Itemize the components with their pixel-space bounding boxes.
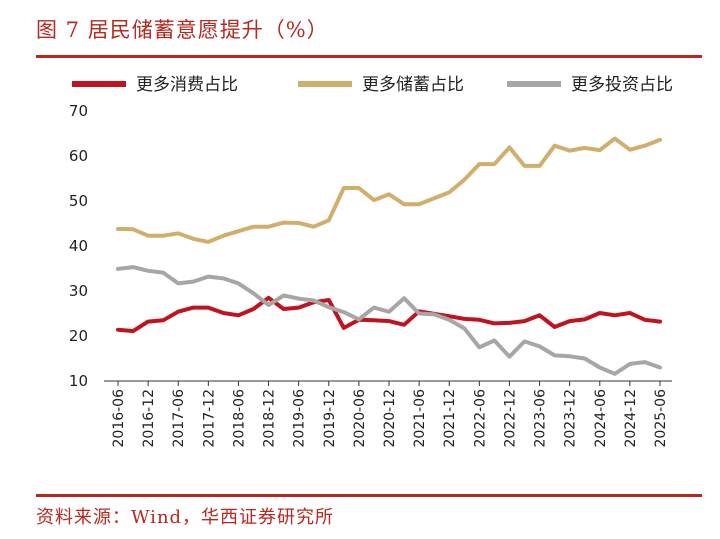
y-tick-label: 60: [69, 147, 88, 165]
y-tick-label: 30: [69, 282, 88, 300]
x-tick-label: 2017-06: [171, 389, 187, 448]
x-tick-label: 2023-12: [563, 389, 579, 448]
x-tick-label: 2019-06: [292, 389, 308, 448]
y-tick-label: 10: [69, 372, 88, 390]
series-line-2: [116, 136, 662, 244]
series-line-1: [116, 295, 662, 334]
x-tick-label: 2017-12: [201, 389, 217, 448]
x-tick-label: 2020-12: [382, 389, 398, 448]
legend-label: 更多投资占比: [571, 75, 673, 95]
axes: 10 20 30 40 50 60 70 2016-06 2016-12 2017-06 2017-…: [69, 102, 672, 448]
source-rule: [36, 494, 702, 497]
x-tick-label: 2024-12: [623, 389, 639, 448]
series-line-3: [116, 265, 662, 376]
x-tick-label: 2016-12: [141, 389, 157, 448]
x-tick-label: 2023-06: [533, 389, 549, 448]
y-tick-label: 50: [69, 192, 88, 210]
series-lines: [116, 136, 662, 376]
x-tick-label: 2024-06: [593, 389, 609, 448]
x-tick-label: 2020-06: [352, 389, 368, 448]
x-tick-label: 2016-06: [111, 389, 127, 448]
source-note: 资料来源：Wind，华西证券研究所: [36, 507, 335, 528]
x-tick-label: 2021-12: [442, 389, 458, 448]
x-tick-label: 2022-12: [502, 389, 518, 448]
legend-label: 更多消费占比: [136, 75, 238, 95]
legend-label: 更多储蓄占比: [362, 75, 464, 95]
x-tick-label: 2018-12: [262, 389, 278, 448]
x-tick-label: 2021-06: [412, 389, 428, 448]
y-tick-label: 20: [69, 327, 88, 345]
x-tick-label: 2022-06: [472, 389, 488, 448]
y-tick-label: 70: [69, 102, 88, 120]
title-rule: [36, 55, 702, 58]
x-tick-label: 2018-06: [231, 389, 247, 448]
x-tick-label: 2019-12: [322, 389, 338, 448]
legend: 更多消费占比 更多储蓄占比 更多投资占比: [72, 75, 673, 95]
chart-title: 图 7 居民储蓄意愿提升（%）: [36, 18, 329, 42]
x-tick-label: 2025-06: [653, 389, 669, 448]
y-tick-label: 40: [69, 237, 88, 255]
